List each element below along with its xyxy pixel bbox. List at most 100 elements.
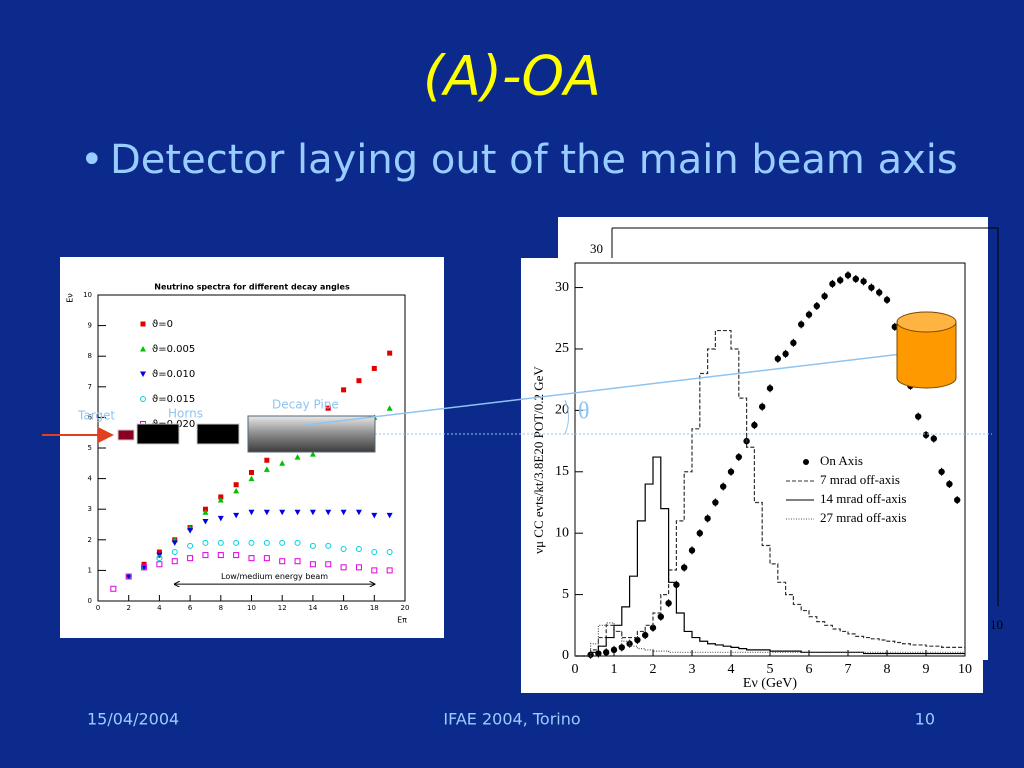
point <box>340 564 347 571</box>
point <box>868 284 875 291</box>
point <box>125 574 132 580</box>
legend-marker <box>803 459 809 465</box>
x-tick-label: 4 <box>157 604 162 612</box>
chart-title: Neutrino spectra for different decay ang… <box>154 283 350 292</box>
x-tick-label: 3 <box>689 662 696 677</box>
footer-event: IFAE 2004, Torino <box>443 710 580 729</box>
point <box>141 561 147 567</box>
point <box>248 539 255 546</box>
x-tick-label: 1 <box>611 662 618 677</box>
point <box>156 555 163 562</box>
point <box>852 275 859 283</box>
x-tick-label: 12 <box>278 604 287 612</box>
x-tick-label: 6 <box>188 604 193 612</box>
horn <box>136 423 180 445</box>
point <box>634 636 641 644</box>
point <box>294 558 301 565</box>
point <box>249 469 254 475</box>
angle-arc <box>564 399 569 435</box>
y-axis-label: νμ CC evts/kt/3.8E20 POT/0.2 GeV <box>531 366 546 554</box>
y-tick-label: 9 <box>88 322 92 330</box>
point <box>202 518 209 525</box>
back-tick: 30 <box>590 241 603 256</box>
point <box>759 403 766 410</box>
point <box>279 539 286 546</box>
point <box>860 278 867 285</box>
point <box>171 540 178 546</box>
y-tick-label: 1 <box>88 566 92 574</box>
point <box>294 454 301 460</box>
point <box>371 365 377 371</box>
y-tick-label: 10 <box>83 291 92 299</box>
legend-label: ϑ=0.005 <box>152 344 195 355</box>
point <box>171 558 178 565</box>
point <box>386 567 393 574</box>
x-tick-label: 10 <box>958 662 972 677</box>
slide-title: (A)-OA <box>423 45 601 108</box>
point <box>915 413 922 420</box>
back-tick: 10 <box>990 617 1003 632</box>
point <box>649 624 657 631</box>
point <box>610 646 618 654</box>
y-tick-label: 15 <box>555 464 569 479</box>
point <box>626 640 633 647</box>
x-tick-label: 9 <box>923 662 930 677</box>
point <box>681 564 688 571</box>
y-tick-label: 2 <box>88 536 92 544</box>
point <box>264 457 270 463</box>
point <box>355 509 362 516</box>
legend-label: On Axis <box>820 453 863 468</box>
point <box>202 539 209 546</box>
point <box>844 272 852 279</box>
point <box>829 280 836 288</box>
pipe-label: Decay Pipe <box>272 398 339 412</box>
x-axis-label: Eπ <box>397 616 407 625</box>
point <box>930 435 937 442</box>
point <box>837 276 844 284</box>
x-tick-label: 2 <box>126 604 130 612</box>
point <box>603 649 610 656</box>
x-axis-label: Eν (GeV) <box>743 676 797 691</box>
x-tick-label: 4 <box>728 662 735 677</box>
x-tick-label: 16 <box>339 604 348 612</box>
y-tick-label: 0 <box>88 597 92 605</box>
point <box>309 542 316 549</box>
y-tick-label: 4 <box>88 475 93 483</box>
point <box>233 487 240 494</box>
y-tick-label: 5 <box>562 587 569 602</box>
point <box>141 564 148 571</box>
point <box>263 466 270 472</box>
legend-marker <box>140 396 146 402</box>
footer-page: 10 <box>915 710 935 729</box>
point <box>325 542 332 549</box>
point <box>774 355 781 362</box>
point <box>217 497 224 503</box>
y-tick-label: 20 <box>555 403 569 418</box>
point <box>618 644 625 651</box>
x-tick-label: 18 <box>370 604 379 612</box>
y-tick-label: 10 <box>555 525 569 540</box>
decay-pipe <box>247 415 376 453</box>
histogram-line <box>575 456 965 657</box>
point <box>294 539 301 546</box>
legend-marker <box>140 346 146 352</box>
target <box>117 429 135 441</box>
point <box>248 555 255 562</box>
point <box>355 545 362 552</box>
y-tick-label: 30 <box>555 280 569 295</box>
point <box>309 509 316 516</box>
x-tick-label: 0 <box>572 662 579 677</box>
point <box>187 528 194 534</box>
x-tick-label: 0 <box>96 604 100 612</box>
point <box>657 613 664 620</box>
point <box>325 561 332 568</box>
point <box>642 631 649 639</box>
point <box>386 549 393 556</box>
point <box>187 542 194 549</box>
legend-label: ϑ=0.010 <box>152 369 195 380</box>
y-tick-label: 5 <box>88 444 92 452</box>
point <box>938 468 945 475</box>
point <box>386 512 393 519</box>
point <box>202 506 208 512</box>
